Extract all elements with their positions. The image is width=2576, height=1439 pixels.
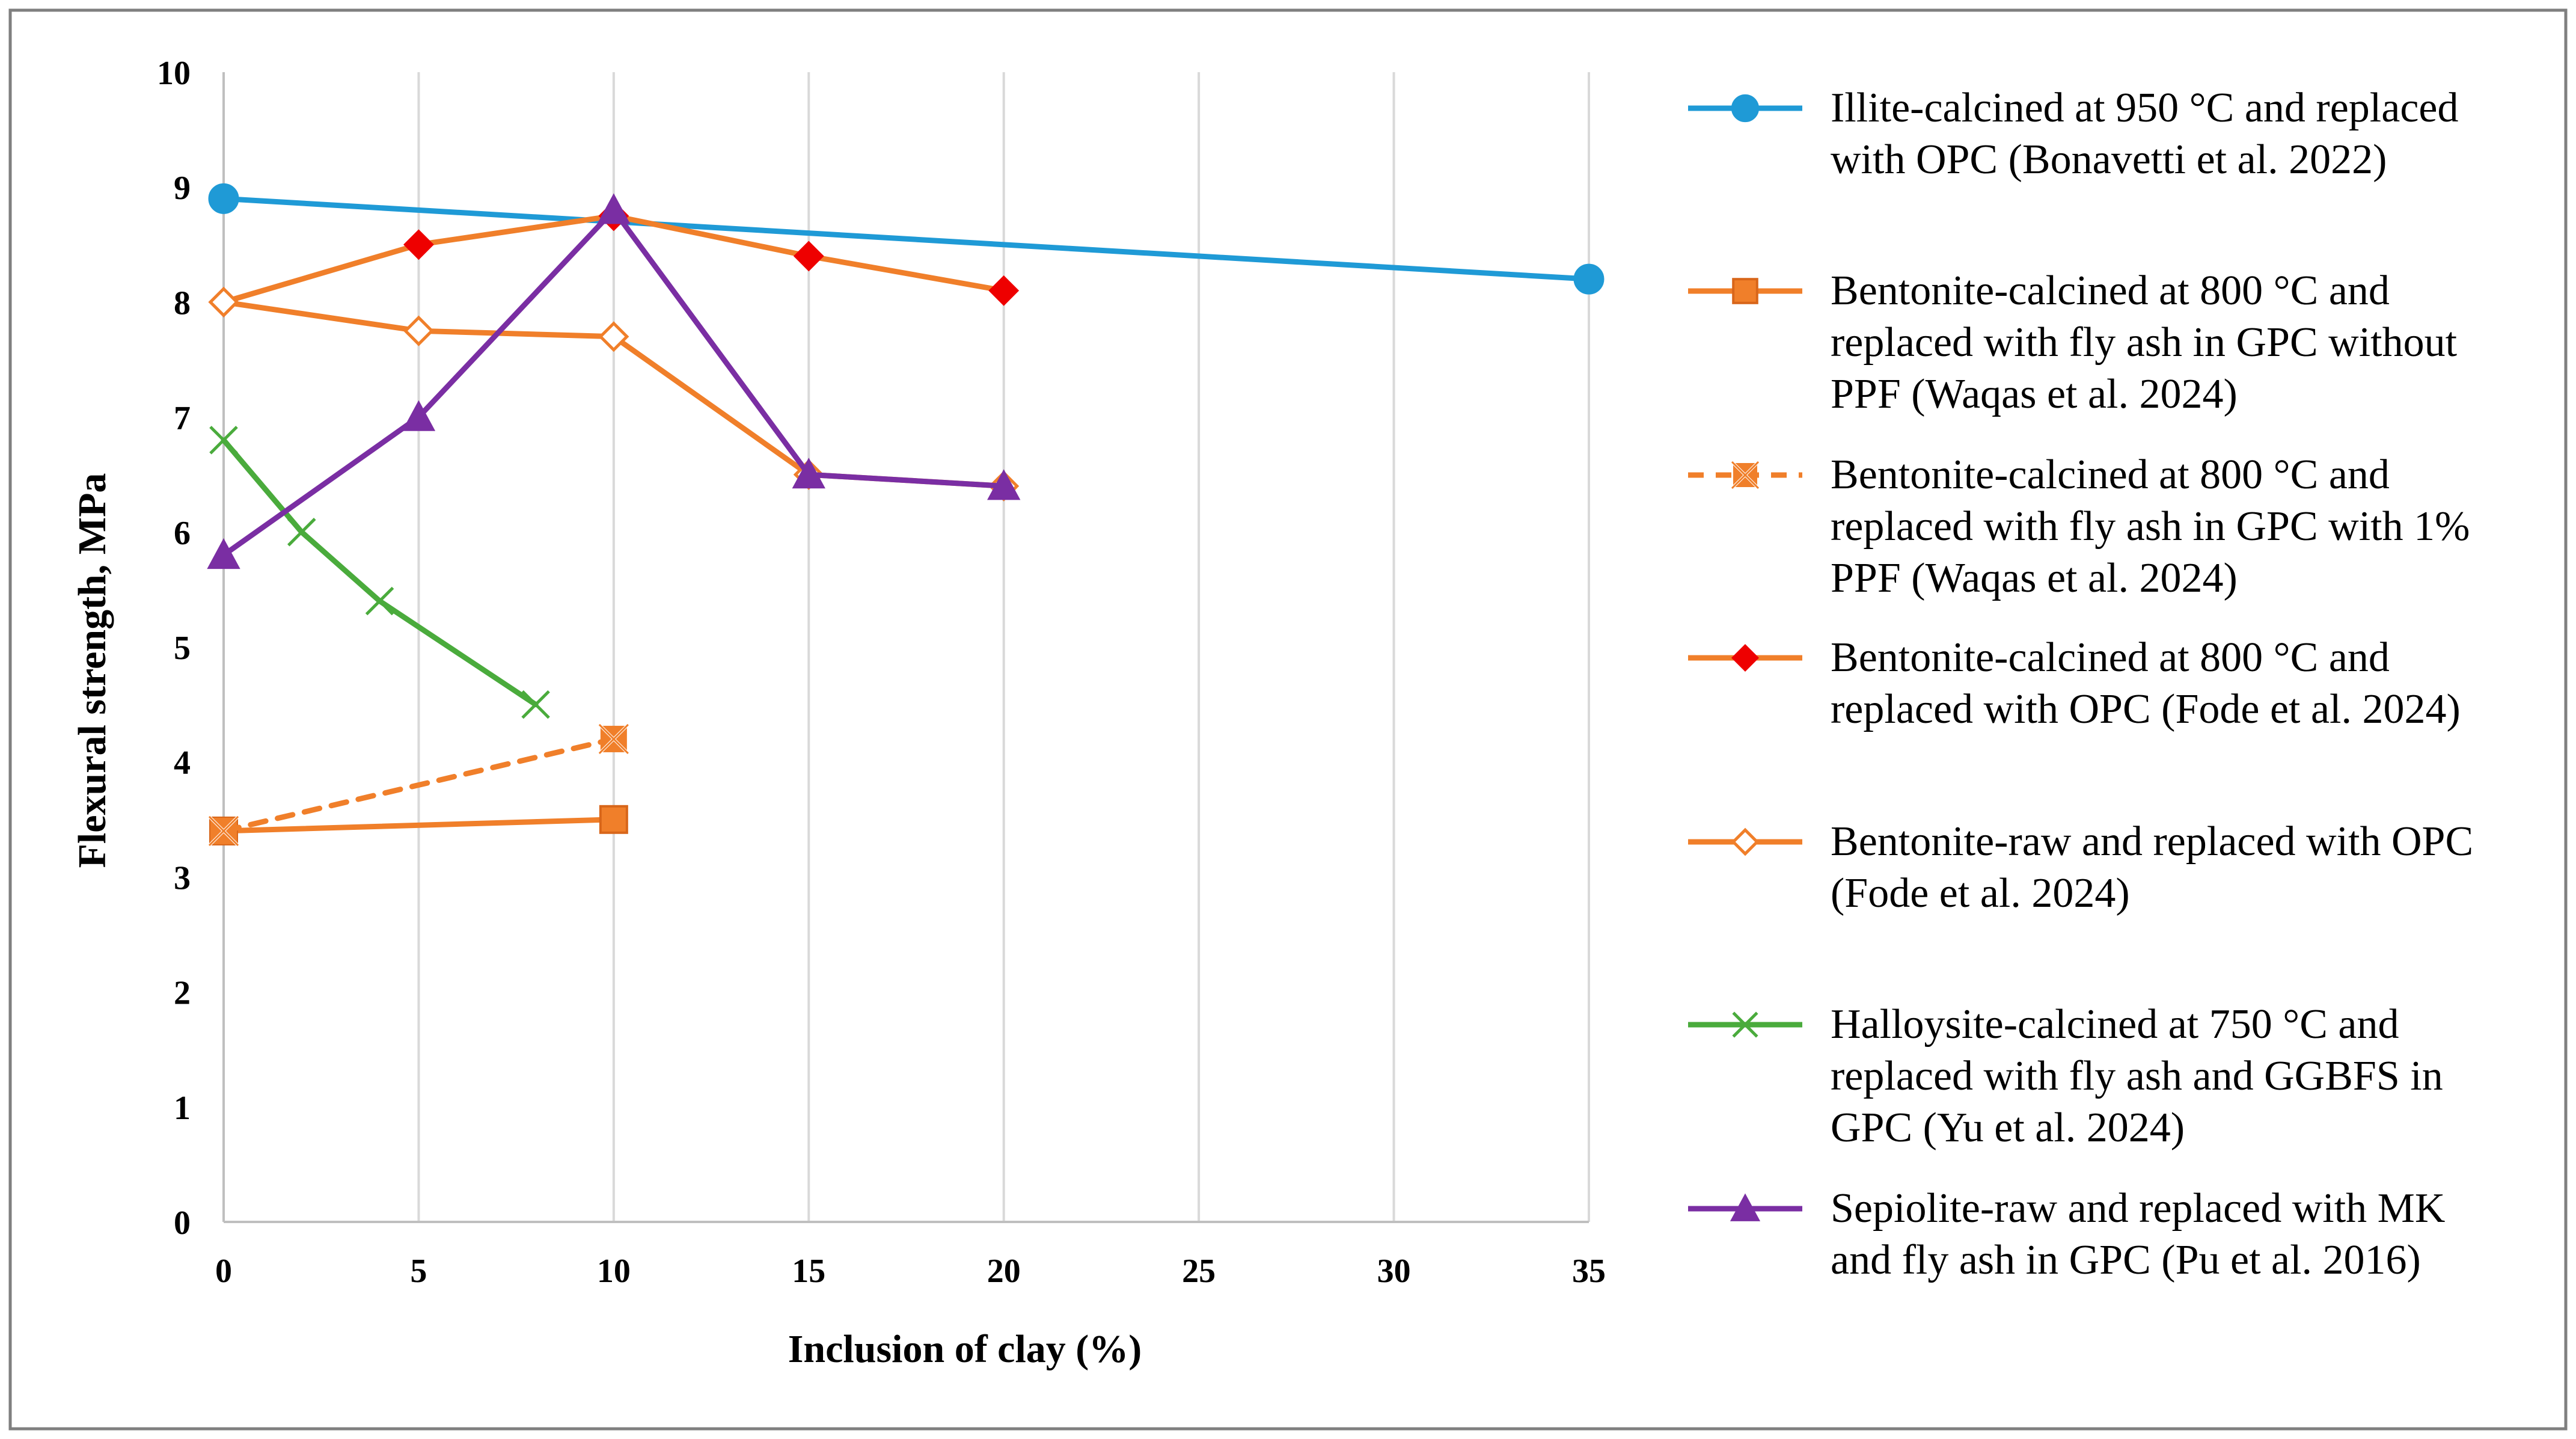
legend-entry: Illite-calcined at 950 °C and replaced wi… [1688, 85, 2458, 183]
legend-label: replaced with fly ash and GGBFS in [1831, 1053, 2443, 1099]
legend-label: (Fode et al. 2024) [1831, 870, 2130, 916]
data-point-marker [793, 241, 824, 272]
legend-label: PPF (Waqas et al. 2024) [1831, 555, 2238, 601]
legend-label: Bentonite-calcined at 800 °C and [1831, 634, 2390, 681]
data-point-marker [402, 400, 436, 431]
legend-label: Bentonite-calcined at 800 °C and [1831, 452, 2390, 498]
legend-marker [1732, 278, 1758, 304]
data-point-marker [599, 805, 628, 834]
y-tick-label: 5 [174, 630, 191, 667]
chart-border [8, 8, 2568, 1431]
data-point-marker [208, 286, 239, 318]
data-point-marker [208, 183, 239, 214]
legend-label: Sepiolite-raw and replaced with MK [1831, 1185, 2445, 1232]
legend-marker [1730, 459, 1761, 491]
legend-marker [1732, 1011, 1758, 1038]
x-tick-label: 20 [987, 1253, 1021, 1290]
legend-marker [1731, 827, 1760, 856]
legend-entry: Bentonite-calcined at 800 °C and replaced… [1688, 452, 2470, 601]
data-point-marker [403, 229, 434, 260]
x-tick-label: 30 [1377, 1253, 1411, 1290]
series-0 [208, 183, 1605, 295]
legend-label: replaced with fly ash in GPC with 1% [1831, 503, 2470, 550]
legend-entry: Bentonite-raw and replaced with OPC (Fode… [1688, 818, 2473, 916]
series-line [221, 817, 617, 834]
legend-label: Bentonite-raw and replaced with OPC [1831, 818, 2473, 865]
series-5 [209, 426, 550, 719]
y-tick-label: 10 [157, 55, 191, 92]
legend-marker [1731, 94, 1760, 123]
legend-label: Bentonite-calcined at 800 °C and [1831, 268, 2390, 314]
series-line [221, 195, 1592, 282]
legend: Illite-calcined at 950 °C and replaced wi… [1688, 85, 2473, 1283]
y-tick-label: 3 [174, 859, 191, 897]
y-tick-label: 7 [174, 400, 191, 437]
x-tick-label: 0 [215, 1253, 232, 1290]
y-tick-label: 4 [174, 744, 191, 782]
data-point-marker [207, 814, 240, 848]
series-layer [207, 183, 1605, 848]
series-line [221, 736, 617, 834]
data-point-marker [365, 586, 394, 616]
data-point-marker [597, 722, 631, 756]
y-tick-label: 6 [174, 515, 191, 552]
x-tick-label: 10 [597, 1253, 631, 1290]
y-tick-label: 2 [174, 975, 191, 1012]
series-line [221, 437, 539, 708]
legend-label: Illite-calcined at 950 °C and replaced [1831, 85, 2458, 131]
legend-label: Halloysite-calcined at 750 °C and [1831, 1001, 2399, 1048]
legend-label: PPF (Waqas et al. 2024) [1831, 371, 2238, 417]
series-2 [207, 722, 631, 848]
data-point-marker [987, 469, 1021, 500]
x-tick-label: 35 [1572, 1253, 1606, 1290]
legend-marker [1731, 643, 1760, 672]
data-point-marker [403, 315, 434, 346]
y-tick-label: 1 [174, 1090, 191, 1127]
series-6 [207, 193, 1021, 569]
legend-marker [1730, 1193, 1761, 1221]
grid-lines [417, 72, 1590, 1222]
data-point-marker [521, 690, 550, 719]
legend-entry: Sepiolite-raw and replaced with MK and fl… [1688, 1185, 2445, 1283]
legend-entry: Bentonite-calcined at 800 °C and replaced… [1688, 268, 2458, 417]
legend-label: and fly ash in GPC (Pu et al. 2016) [1831, 1237, 2421, 1283]
x-axis-title: Inclusion of clay (%) [788, 1327, 1142, 1371]
x-tick-label: 5 [410, 1253, 427, 1290]
legend-label: GPC (Yu et al. 2024) [1831, 1105, 2185, 1151]
data-point-marker [209, 426, 238, 455]
axes [222, 72, 1589, 1223]
data-point-marker [597, 193, 631, 224]
data-point-marker [988, 275, 1020, 306]
data-point-marker [1573, 263, 1605, 295]
y-tick-label: 9 [174, 170, 191, 207]
data-point-marker [287, 518, 316, 547]
x-tick-label: 15 [792, 1253, 825, 1290]
data-point-marker [792, 458, 825, 489]
tick-labels: 0 5 10 15 20 25 30 35 0 1 2 3 4 5 6 7 8 9 10 [157, 55, 1606, 1290]
legend-entry: Halloysite-calcined at 750 °C and replace… [1688, 1001, 2443, 1151]
y-tick-label: 8 [174, 284, 191, 322]
x-tick-label: 25 [1182, 1253, 1216, 1290]
data-point-marker [598, 321, 629, 352]
legend-label: replaced with OPC (Fode et al. 2024) [1831, 686, 2461, 732]
legend-label: with OPC (Bonavetti et al. 2022) [1831, 137, 2387, 183]
data-point-marker [207, 538, 240, 569]
y-tick-label: 0 [174, 1204, 191, 1242]
y-axis-title: Flexural strength, MPa [70, 473, 114, 868]
legend-label: replaced with fly ash in GPC without [1831, 319, 2458, 366]
legend-entry: Bentonite-calcined at 800 °C and replaced… [1688, 634, 2461, 732]
